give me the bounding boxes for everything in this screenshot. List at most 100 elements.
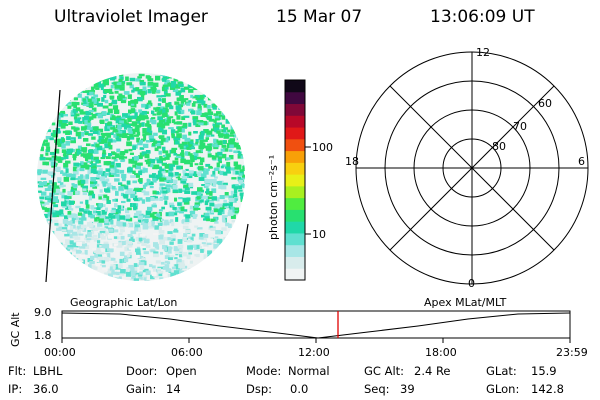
uv-pixel bbox=[214, 127, 218, 133]
uv-pixel bbox=[162, 84, 168, 88]
uv-pixel bbox=[132, 203, 137, 207]
uv-pixel bbox=[207, 149, 211, 153]
uv-pixel bbox=[110, 277, 117, 280]
uv-pixel bbox=[90, 230, 95, 235]
uv-pixel bbox=[69, 200, 74, 205]
uv-pixel bbox=[181, 175, 187, 179]
uv-pixel bbox=[229, 134, 235, 137]
param-door-label: Door: bbox=[126, 364, 158, 378]
uv-pixel bbox=[84, 250, 88, 255]
uv-pixel bbox=[201, 145, 208, 149]
uv-pixel bbox=[52, 198, 59, 203]
uv-pixel bbox=[70, 186, 77, 191]
uv-pixel bbox=[125, 124, 131, 128]
uv-pixel bbox=[48, 83, 53, 89]
uv-pixel bbox=[38, 266, 43, 270]
uv-pixel bbox=[37, 208, 42, 211]
uv-pixel bbox=[236, 124, 242, 128]
uv-pixel bbox=[152, 269, 159, 272]
uv-pixel bbox=[214, 143, 220, 148]
uv-pixel bbox=[137, 162, 143, 166]
uv-pixel bbox=[89, 165, 93, 168]
uv-pixel bbox=[105, 132, 111, 137]
uv-pixel bbox=[190, 143, 195, 148]
uv-pixel bbox=[207, 74, 214, 79]
uv-pixel bbox=[213, 88, 217, 94]
uv-pixel bbox=[218, 261, 224, 265]
uv-pixel bbox=[203, 254, 207, 259]
uv-pixel bbox=[174, 172, 179, 176]
uv-pixel bbox=[195, 141, 199, 145]
uv-pixel bbox=[228, 223, 232, 228]
uv-pixel bbox=[152, 113, 157, 116]
uv-pixel bbox=[37, 96, 41, 100]
uv-pixel bbox=[238, 227, 245, 231]
uv-pixel bbox=[166, 187, 171, 193]
uv-pixel bbox=[47, 129, 52, 133]
uv-pixel bbox=[67, 86, 72, 92]
uv-pixel bbox=[109, 174, 114, 177]
uv-pixel bbox=[98, 195, 102, 200]
uv-pixel bbox=[150, 280, 157, 281]
uv-pixel bbox=[236, 267, 241, 270]
uv-pixel bbox=[138, 213, 144, 217]
uv-pixel bbox=[159, 234, 164, 237]
uv-pixel bbox=[213, 243, 220, 249]
uv-pixel bbox=[199, 162, 203, 166]
uv-pixel bbox=[188, 252, 193, 255]
uv-pixel bbox=[113, 158, 118, 162]
uv-pixel bbox=[143, 225, 149, 229]
uv-pixel bbox=[101, 97, 105, 102]
uv-pixel bbox=[198, 122, 204, 126]
uv-pixel bbox=[113, 133, 117, 138]
uv-pixel bbox=[176, 90, 182, 94]
uv-pixel bbox=[120, 100, 127, 104]
uv-pixel bbox=[125, 76, 129, 82]
uv-pixel bbox=[238, 272, 242, 277]
uv-pixel bbox=[227, 129, 231, 133]
uv-pixel bbox=[85, 174, 90, 180]
uv-pixel bbox=[118, 85, 123, 89]
uv-pixel bbox=[130, 129, 136, 132]
uv-pixel bbox=[236, 107, 241, 110]
uv-pixel bbox=[39, 203, 45, 209]
uv-pixel bbox=[87, 230, 93, 233]
uv-pixel bbox=[91, 87, 95, 91]
uv-pixel bbox=[90, 181, 96, 186]
uv-pixel bbox=[108, 103, 113, 107]
uv-pixel bbox=[109, 95, 115, 99]
uv-pixel bbox=[130, 175, 136, 179]
uv-pixel bbox=[48, 257, 54, 261]
uv-pixel bbox=[223, 246, 228, 249]
uv-pixel bbox=[183, 233, 188, 238]
uv-pixel bbox=[167, 231, 173, 235]
uv-pixel bbox=[119, 215, 125, 220]
uv-pixel bbox=[97, 102, 103, 107]
uv-pixel bbox=[234, 97, 238, 102]
uv-pixel bbox=[220, 184, 227, 190]
uv-pixel bbox=[138, 89, 143, 92]
uv-pixel bbox=[45, 76, 50, 81]
color-bar-cell bbox=[285, 138, 305, 152]
uv-pixel bbox=[212, 170, 216, 176]
uv-pixel bbox=[47, 171, 53, 176]
uv-pixel bbox=[91, 74, 95, 77]
uv-pixel bbox=[182, 197, 189, 203]
uv-pixel bbox=[220, 148, 225, 152]
uv-pixel bbox=[205, 133, 211, 137]
uv-pixel bbox=[119, 120, 125, 124]
uv-pixel bbox=[83, 267, 87, 273]
uv-pixel bbox=[100, 234, 105, 238]
uv-pixel bbox=[134, 272, 140, 276]
uv-pixel bbox=[107, 234, 114, 239]
uv-pixel bbox=[239, 192, 244, 196]
uv-pixel bbox=[73, 217, 79, 222]
uv-pixel bbox=[111, 74, 116, 77]
uv-pixel bbox=[104, 141, 109, 146]
uv-pixel bbox=[50, 93, 54, 97]
uv-pixel bbox=[225, 222, 230, 227]
uv-pixel bbox=[197, 268, 202, 273]
uv-pixel bbox=[165, 155, 170, 160]
uv-pixel bbox=[240, 82, 244, 86]
uv-pixel bbox=[128, 222, 134, 228]
